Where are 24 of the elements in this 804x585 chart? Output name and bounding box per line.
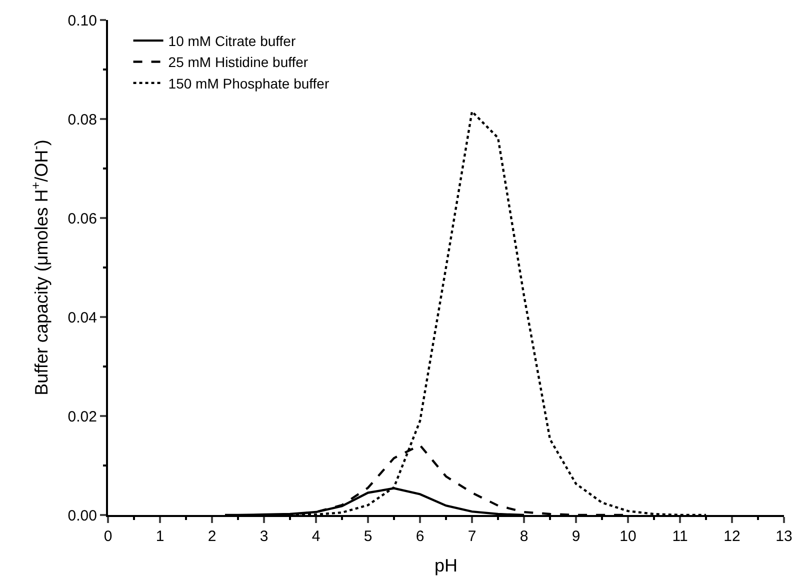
x-tick-label: 7 bbox=[468, 528, 476, 545]
x-tick-label: 10 bbox=[620, 528, 636, 545]
y-tick-label: 0.06 bbox=[68, 210, 97, 228]
x-tick-label: 4 bbox=[312, 528, 320, 545]
legend-label: 150 mM Phosphate buffer bbox=[168, 75, 330, 92]
x-tick-label: 8 bbox=[520, 528, 528, 545]
x-tick-label: 5 bbox=[364, 528, 372, 545]
y-tick-label: 0.10 bbox=[68, 12, 97, 30]
y-tick-label: 0.00 bbox=[68, 507, 97, 524]
legend-label: 10 mM Citrate buffer bbox=[168, 33, 296, 50]
x-axis-title: pH bbox=[434, 556, 458, 576]
x-tick-label: 0 bbox=[104, 528, 112, 545]
legend-label: 25 mM Histidine buffer bbox=[168, 54, 308, 70]
x-tick-label: 11 bbox=[672, 528, 688, 545]
x-tick-label: 9 bbox=[572, 528, 580, 545]
x-tick-label: 12 bbox=[724, 528, 740, 545]
x-tick-label: 2 bbox=[208, 528, 216, 545]
y-tick-label: 0.02 bbox=[68, 408, 97, 426]
x-tick-label: 3 bbox=[260, 528, 268, 545]
y-tick-label: 0.08 bbox=[68, 111, 97, 128]
y-tick-label: 0.04 bbox=[68, 309, 97, 326]
x-tick-label: 1 bbox=[156, 528, 164, 545]
x-tick-label: 13 bbox=[776, 528, 792, 545]
x-tick-label: 6 bbox=[416, 528, 424, 545]
